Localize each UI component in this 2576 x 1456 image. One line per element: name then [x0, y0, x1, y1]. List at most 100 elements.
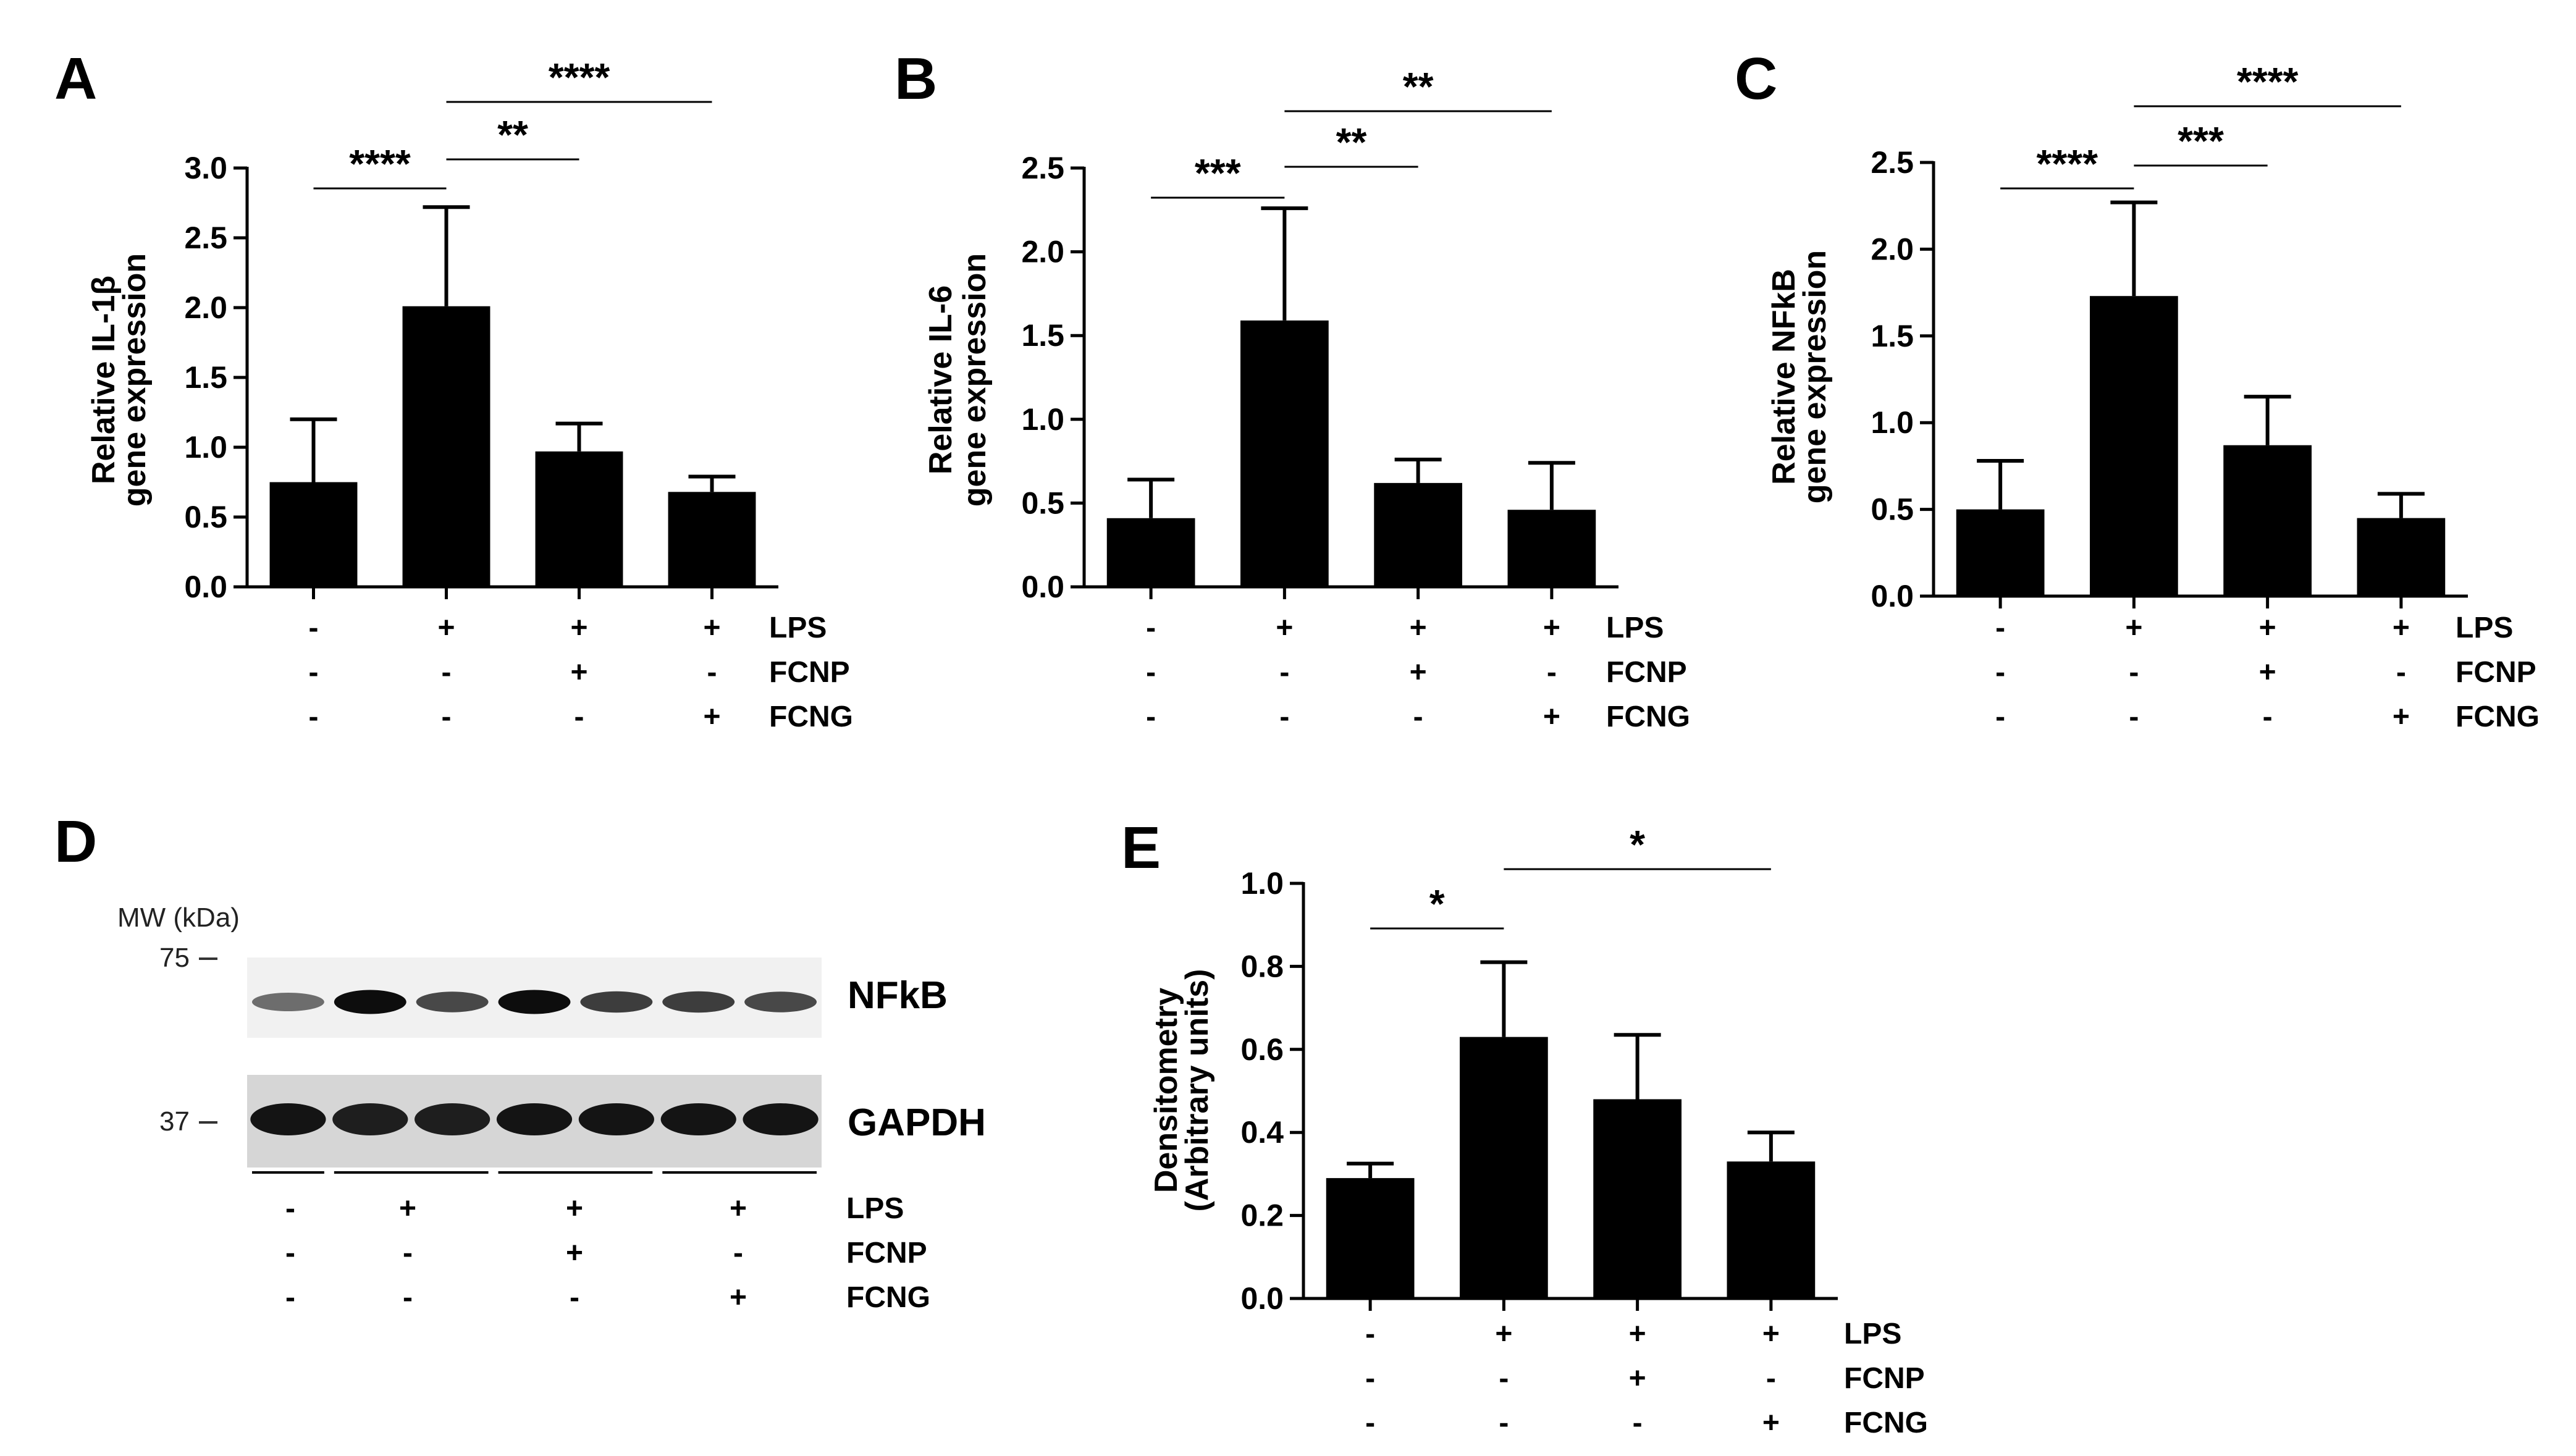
condition-symbol: - [1146, 656, 1156, 689]
condition-symbol: + [1762, 1318, 1780, 1350]
bar [1106, 518, 1195, 587]
blot-band-nfkb [744, 991, 817, 1012]
chart-panel-c: 0.00.51.01.52.02.5 ***********Relative NF… [1766, 59, 2540, 733]
blot-condition-symbol: - [733, 1237, 743, 1269]
bar [1593, 1099, 1682, 1298]
condition-label: FCNP [769, 656, 850, 689]
condition-symbol: - [1499, 1362, 1509, 1395]
condition-symbol: + [1543, 612, 1560, 644]
y-axis-label: (Arbitrary units) [1179, 969, 1215, 1212]
condition-symbol: - [1995, 612, 2005, 644]
panel-letter-a: A [54, 46, 97, 112]
condition-symbol: - [442, 701, 452, 733]
blot-condition-symbol: - [570, 1281, 579, 1314]
condition-symbol: - [1146, 701, 1156, 733]
blot-band-nfkb [416, 991, 489, 1012]
bar [1956, 509, 2045, 596]
condition-symbol: + [1410, 612, 1427, 644]
condition-symbol: + [437, 612, 455, 644]
bar [2090, 296, 2178, 596]
significance-label: *** [2178, 119, 2224, 163]
significance-label: **** [549, 55, 610, 99]
y-tick-label: 0.2 [1240, 1198, 1284, 1233]
blot-condition-symbol: - [285, 1281, 295, 1314]
significance-label: **** [2237, 59, 2299, 104]
y-axis-label: Relative NFkB [1766, 269, 1802, 485]
significance-label: **** [2036, 141, 2098, 186]
bar [535, 451, 623, 587]
y-tick-label: 1.0 [1240, 866, 1284, 901]
blot-band-gapdh [250, 1103, 326, 1135]
condition-symbol: + [703, 612, 720, 644]
condition-symbol: - [707, 656, 717, 689]
condition-label: FCNG [1844, 1407, 1928, 1439]
y-tick-label: 1.5 [1021, 318, 1064, 353]
condition-symbol: - [2396, 656, 2406, 689]
y-tick-label: 0.4 [1240, 1115, 1284, 1150]
condition-symbol: + [2393, 701, 2410, 733]
condition-symbol: - [1146, 612, 1156, 644]
blot-condition-symbol: + [566, 1237, 583, 1269]
bar [1326, 1178, 1415, 1298]
significance-label: ** [497, 112, 528, 157]
condition-symbol: - [1413, 701, 1423, 733]
y-tick-label: 2.0 [184, 290, 227, 325]
y-axis-label: Relative IL-1β [86, 276, 122, 484]
blot-condition-symbol: + [730, 1281, 747, 1314]
condition-symbol: + [2259, 656, 2276, 689]
blot-band-gapdh [743, 1103, 819, 1135]
condition-symbol: - [1766, 1362, 1776, 1395]
y-tick-label: 0.5 [1021, 486, 1064, 520]
y-tick-label: 2.5 [1021, 151, 1064, 185]
y-tick-label: 0.5 [184, 500, 227, 534]
y-tick-label: 0.8 [1240, 949, 1284, 983]
condition-symbol: + [1495, 1318, 1512, 1350]
condition-label: LPS [769, 612, 827, 644]
condition-label: LPS [1844, 1318, 1901, 1350]
condition-symbol: + [1629, 1318, 1646, 1350]
condition-symbol: - [442, 656, 452, 689]
bar [1460, 1037, 1548, 1298]
condition-label: FCNP [1606, 656, 1687, 689]
condition-symbol: - [309, 612, 319, 644]
condition-symbol: - [309, 701, 319, 733]
significance-label: ** [1336, 120, 1367, 164]
bar [668, 492, 756, 587]
condition-label: FCNP [1844, 1362, 1925, 1395]
blot-condition-label: FCNG [846, 1281, 930, 1314]
bar [402, 306, 490, 587]
blot-band-nfkb [498, 990, 571, 1014]
bar [1240, 320, 1329, 587]
panel-letter-d: D [54, 809, 97, 875]
condition-symbol: - [1633, 1407, 1643, 1439]
condition-symbol: - [1365, 1362, 1375, 1395]
y-tick-label: 1.0 [1021, 402, 1064, 437]
blot-band-nfkb [334, 990, 406, 1014]
blot-condition-symbol: - [285, 1192, 295, 1225]
condition-symbol: + [1629, 1362, 1646, 1395]
y-tick-label: 0.0 [184, 570, 227, 604]
condition-symbol: - [2263, 701, 2273, 733]
condition-symbol: - [575, 701, 584, 733]
condition-label: LPS [1606, 612, 1664, 644]
condition-symbol: - [1279, 656, 1289, 689]
condition-symbol: + [2259, 612, 2276, 644]
bar [1507, 510, 1596, 587]
bar [2223, 445, 2312, 596]
blot-band-nfkb [251, 992, 324, 1012]
condition-symbol: - [1365, 1318, 1375, 1350]
y-axis-label: Relative IL-6 [923, 285, 959, 474]
chart-panel-e: 0.0 0.2 0.4 0.6 0.8 1.0 * * Densitometry(Arbitra… [1148, 822, 1928, 1439]
band-label-gapdh: GAPDH [848, 1101, 986, 1144]
blot-condition-symbol: + [399, 1192, 416, 1225]
band-label-nfkb: NFkB [848, 974, 948, 1017]
significance-label: *** [1195, 151, 1241, 195]
condition-symbol: - [1547, 656, 1557, 689]
condition-symbol: + [1762, 1407, 1780, 1439]
significance-label: **** [349, 141, 411, 186]
significance-label: * [1429, 882, 1445, 926]
y-tick-label: 3.0 [184, 151, 227, 185]
y-axis-label: Densitometry [1148, 988, 1184, 1193]
condition-label: FCNP [2456, 656, 2536, 689]
